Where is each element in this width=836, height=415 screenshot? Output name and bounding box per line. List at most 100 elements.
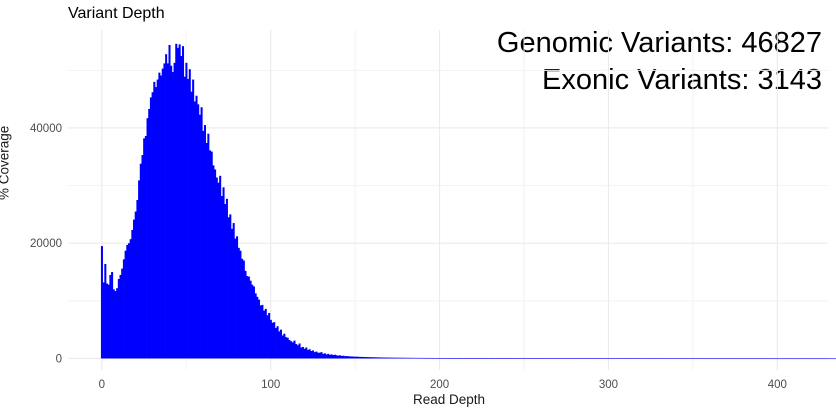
histogram-bar — [702, 358, 705, 360]
histogram-bar — [786, 358, 789, 360]
histogram-bar — [504, 358, 507, 359]
histogram-bar — [627, 358, 630, 359]
histogram-bar — [580, 358, 583, 359]
histogram-bar — [464, 358, 467, 359]
histogram-bar — [690, 358, 693, 360]
histogram-bar — [519, 358, 522, 359]
histogram-bar — [273, 322, 276, 359]
histogram-bar — [139, 163, 142, 359]
histogram-bar — [148, 108, 151, 359]
histogram-bar — [553, 358, 556, 359]
histogram-bar — [766, 358, 769, 360]
histogram-bar — [570, 358, 573, 359]
histogram-bar — [396, 357, 399, 359]
histogram-bar — [322, 353, 325, 359]
histogram-bar — [494, 358, 497, 359]
histogram-bar — [605, 358, 608, 359]
histogram-bar — [185, 62, 188, 359]
histogram-bar — [408, 357, 411, 359]
histogram-bar — [653, 358, 656, 360]
histogram-bar — [707, 358, 710, 360]
histogram-bar — [479, 358, 482, 359]
histogram-bar — [801, 358, 804, 360]
histogram-bar — [209, 150, 212, 359]
histogram-bar — [133, 219, 136, 359]
histogram-bar — [256, 296, 259, 359]
histogram-bar — [452, 358, 455, 359]
histogram-bar — [301, 346, 304, 359]
histogram-bar — [136, 200, 139, 359]
histogram-bar — [158, 72, 161, 359]
histogram-bar — [160, 75, 163, 359]
histogram-bar — [747, 358, 750, 360]
histogram-bar — [833, 358, 836, 360]
histogram-bar — [406, 357, 409, 359]
histogram-bar — [703, 358, 706, 360]
chart-title: Variant Depth — [68, 5, 165, 22]
histogram-bar — [205, 142, 208, 359]
histogram-bar — [670, 358, 673, 360]
histogram-bar — [675, 358, 678, 360]
histogram-bar — [376, 357, 379, 359]
histogram-bar — [727, 358, 730, 360]
histogram-bar — [610, 358, 614, 359]
histogram-bar — [573, 358, 576, 359]
histogram-bar — [237, 247, 240, 359]
histogram-bar — [443, 358, 446, 359]
histogram-bar — [217, 182, 220, 359]
histogram-bar — [440, 358, 443, 359]
histogram-bar — [416, 357, 419, 359]
histogram-bar — [460, 358, 463, 359]
histogram-bar — [278, 331, 281, 359]
histogram-bar — [685, 358, 688, 360]
histogram-bar — [714, 358, 717, 360]
histogram-bar — [548, 358, 551, 359]
histogram-bar — [757, 358, 760, 360]
histogram-bar — [175, 43, 178, 359]
histogram-bar — [415, 357, 418, 359]
histogram-bar — [600, 358, 603, 359]
histogram-bar — [540, 358, 543, 359]
histogram-bar — [813, 358, 816, 360]
histogram-bar — [568, 358, 571, 359]
histogram-bar — [668, 358, 671, 360]
histogram-bar — [244, 270, 247, 359]
histogram-bar — [453, 358, 456, 359]
histogram-bar — [122, 259, 125, 359]
histogram-bar — [619, 358, 622, 359]
histogram-bar — [116, 288, 119, 359]
histogram-bar — [138, 180, 141, 359]
histogram-bar — [285, 337, 288, 359]
y-tick-label: 20000 — [30, 238, 62, 250]
histogram-bar — [555, 358, 558, 359]
histogram-bar — [323, 353, 326, 359]
x-tick-label: 200 — [430, 379, 449, 391]
histogram-bar — [526, 358, 529, 359]
histogram-bar — [518, 358, 521, 359]
histogram-bar — [764, 358, 767, 360]
histogram-bar — [111, 272, 114, 359]
histogram-bar — [308, 349, 311, 359]
histogram-bar — [516, 358, 519, 359]
histogram-bar — [163, 63, 166, 359]
histogram-bar — [458, 358, 462, 359]
histogram-bar — [423, 357, 426, 359]
histogram-bar — [607, 358, 610, 359]
histogram-bar — [344, 356, 347, 359]
histogram-bar — [298, 343, 301, 359]
histogram-bar — [523, 358, 526, 359]
histogram-bar — [681, 358, 684, 360]
histogram-bar — [790, 358, 793, 360]
histogram-bar — [541, 358, 544, 359]
histogram-bar — [153, 81, 156, 359]
histogram-bar — [695, 358, 698, 360]
histogram-bar — [225, 198, 228, 359]
histogram-bar — [680, 358, 683, 360]
histogram-bar — [305, 347, 308, 359]
histogram-bar — [249, 280, 252, 359]
histogram-bar — [683, 358, 686, 360]
histogram-bar — [673, 358, 676, 360]
x-tick-label: 0 — [99, 379, 105, 391]
histogram-bar — [749, 358, 752, 360]
histogram-bar — [151, 92, 154, 359]
